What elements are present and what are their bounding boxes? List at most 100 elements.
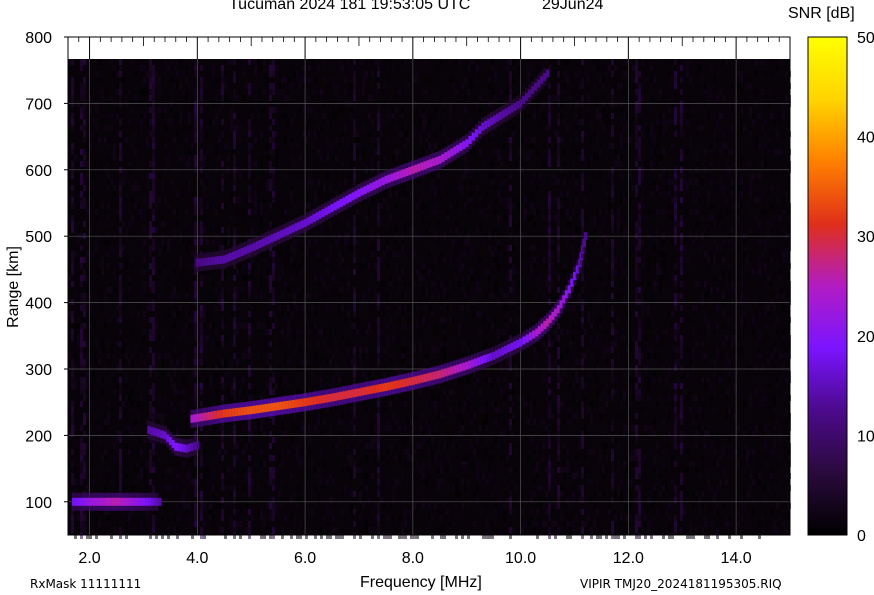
noise-cell (380, 203, 383, 209)
noise-cell (479, 437, 482, 443)
noise-cell (323, 497, 326, 503)
noise-cell (80, 113, 83, 119)
noise-cell (377, 353, 380, 359)
noise-cell (386, 143, 389, 149)
noise-cell (197, 227, 200, 233)
noise-cell (119, 377, 122, 383)
noise-cell (128, 359, 131, 365)
noise-cell (239, 317, 242, 323)
noise-cell (188, 221, 191, 227)
noise-cell (260, 221, 263, 227)
noise-cell (269, 473, 272, 479)
noise-cell (317, 227, 320, 233)
noise-cell (494, 317, 497, 323)
noise-cell (443, 491, 446, 497)
noise-cell (140, 65, 143, 71)
noise-cell (266, 275, 269, 281)
noise-cell (356, 467, 359, 473)
noise-cell (224, 125, 227, 131)
noise-cell (134, 377, 137, 383)
noise-cell (269, 203, 272, 209)
noise-cell (368, 497, 371, 503)
noise-cell (494, 197, 497, 203)
noise-cell (203, 353, 206, 359)
noise-cell (377, 491, 380, 497)
noise-cell (341, 419, 344, 425)
noise-cell (428, 125, 431, 131)
noise-cell (230, 389, 233, 395)
noise-cell (266, 311, 269, 317)
noise-cell (158, 281, 161, 287)
noise-cell (80, 359, 83, 365)
noise-cell (233, 521, 236, 527)
noise-cell (200, 509, 203, 515)
noise-cell (194, 329, 197, 335)
noise-cell (428, 215, 431, 221)
noise-cell (416, 71, 419, 77)
noise-cell (431, 275, 434, 281)
noise-cell (260, 515, 263, 521)
noise-cell (290, 263, 293, 269)
noise-cell (377, 71, 380, 77)
noise-cell (116, 389, 119, 395)
noise-cell (482, 449, 485, 455)
noise-cell (500, 467, 503, 473)
noise-cell (536, 245, 539, 251)
noise-cell (302, 275, 305, 281)
noise-cell (140, 83, 143, 89)
noise-cell (341, 515, 344, 521)
noise-cell (539, 95, 542, 101)
noise-cell (485, 197, 488, 203)
noise-cell (530, 197, 533, 203)
noise-cell (281, 311, 284, 317)
noise-cell (389, 161, 392, 167)
noise-cell (257, 377, 260, 383)
noise-cell (389, 281, 392, 287)
noise-cell (395, 395, 398, 401)
noise-cell (257, 191, 260, 197)
noise-cell (266, 143, 269, 149)
noise-cell (371, 245, 374, 251)
noise-cell (524, 479, 527, 485)
noise-cell (137, 143, 140, 149)
noise-cell (515, 269, 518, 275)
noise-cell (134, 149, 137, 155)
noise-cell (335, 443, 338, 449)
noise-cell (218, 527, 221, 533)
noise-cell (128, 77, 131, 83)
noise-cell (497, 443, 500, 449)
noise-cell (518, 203, 521, 209)
noise-cell (422, 275, 425, 281)
noise-cell (122, 287, 125, 293)
noise-cell (194, 455, 197, 461)
noise-cell (173, 353, 176, 359)
noise-cell (200, 425, 203, 431)
noise-cell (293, 203, 296, 209)
noise-cell (419, 299, 422, 305)
noise-cell (119, 533, 122, 539)
noise-cell (248, 323, 251, 329)
noise-cell (377, 473, 380, 479)
noise-cell (173, 269, 176, 275)
noise-cell (305, 323, 308, 329)
noise-cell (74, 227, 77, 233)
noise-cell (116, 209, 119, 215)
noise-cell (233, 293, 236, 299)
noise-cell (380, 131, 383, 137)
noise-cell (461, 347, 464, 353)
noise-cell (275, 107, 278, 113)
noise-cell (167, 65, 170, 71)
noise-cell (107, 473, 110, 479)
noise-cell (152, 137, 155, 143)
noise-cell (134, 203, 137, 209)
noise-cell (125, 191, 128, 197)
noise-cell (398, 305, 401, 311)
noise-cell (194, 89, 197, 95)
noise-cell (191, 281, 194, 287)
noise-cell (485, 419, 488, 425)
noise-cell (374, 443, 377, 449)
noise-cell (191, 257, 194, 263)
noise-cell (227, 395, 230, 401)
noise-cell (194, 65, 197, 71)
noise-cell (467, 185, 470, 191)
